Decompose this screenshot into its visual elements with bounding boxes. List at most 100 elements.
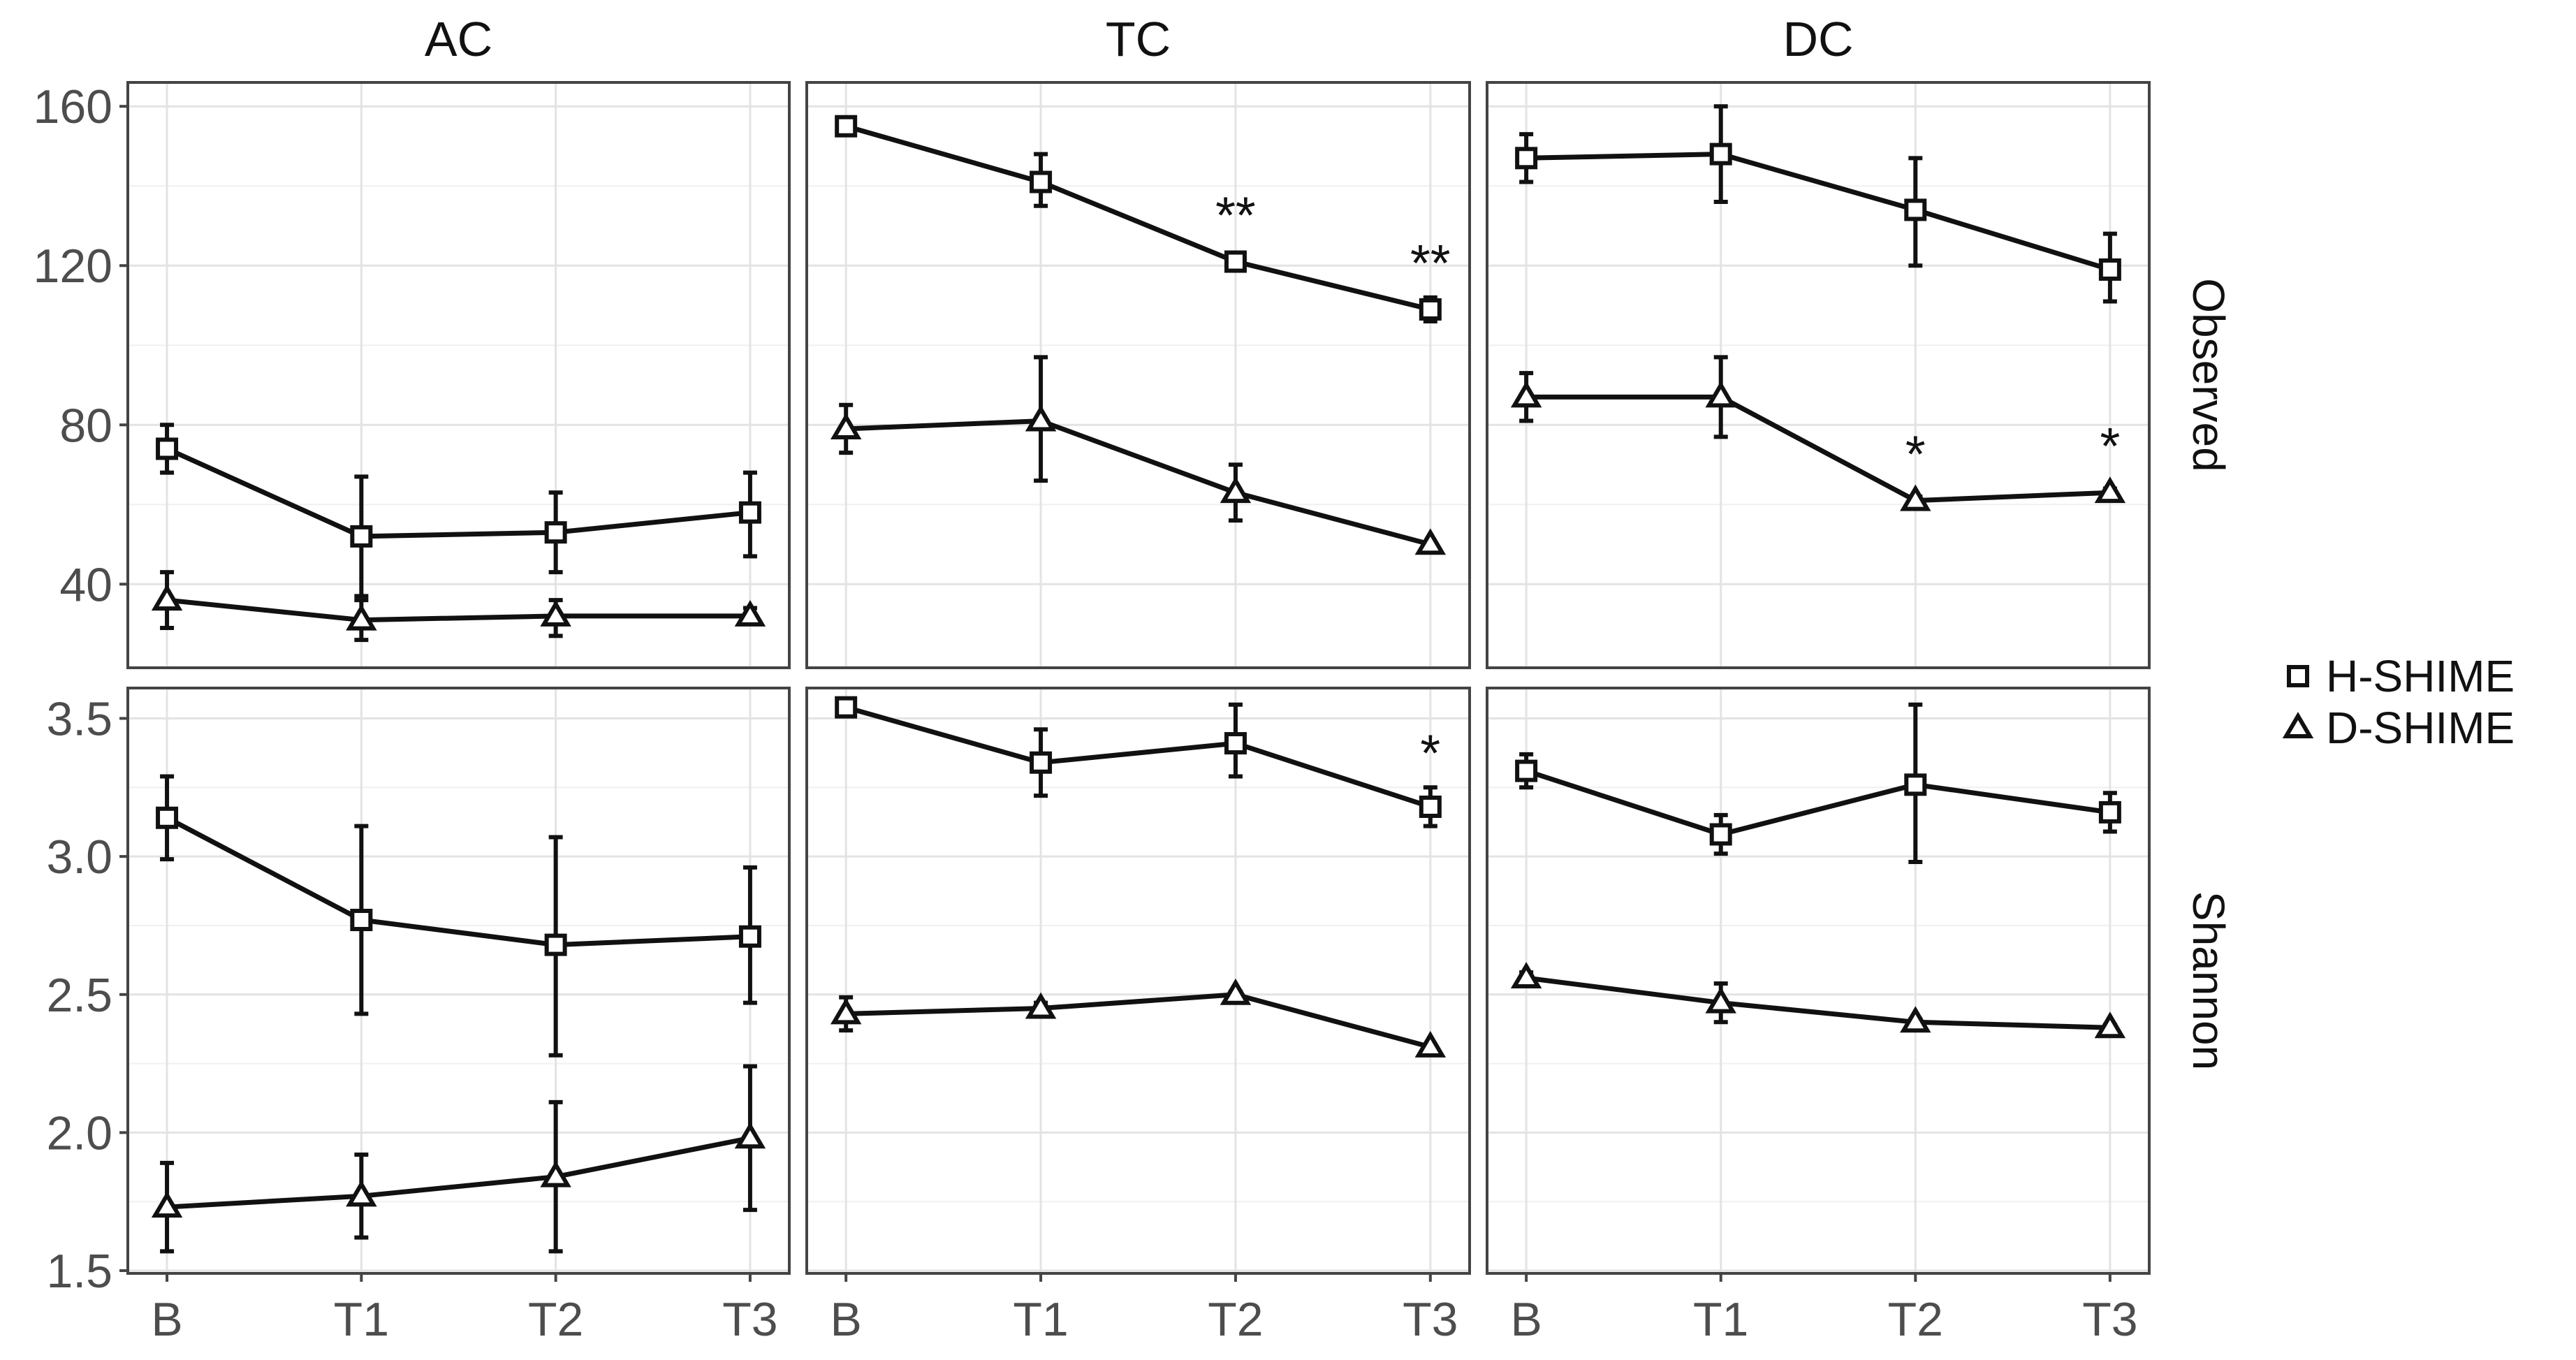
series-line-d-shime (1526, 394, 2111, 504)
data-point-d-shime (1705, 381, 1736, 408)
data-point-h-shime (1904, 773, 1927, 796)
data-point-d-shime (830, 413, 862, 439)
legend-marker-d-shime (2282, 712, 2314, 738)
x-tick-label: T3 (2082, 1293, 2137, 1346)
data-point-d-shime (1025, 992, 1057, 1019)
series-line-h-shime (845, 705, 1431, 810)
x-tick-label: T2 (528, 1293, 583, 1346)
data-point-h-shime (2098, 800, 2121, 824)
data-point-d-shime (346, 604, 377, 631)
data-point-d-shime (2094, 476, 2126, 504)
data-point-d-shime (1900, 484, 1931, 511)
data-point-h-shime (156, 437, 179, 460)
x-tick-label: T1 (1013, 1293, 1068, 1346)
data-point-h-shime (1709, 823, 1732, 846)
data-point-d-shime (1705, 986, 1736, 1014)
legend-label-d-shime: D-SHIME (2326, 703, 2515, 753)
facet-title-ac: AC (425, 12, 492, 66)
y-tick-label: 1.5 (46, 1245, 112, 1298)
significance-annotation: ** (1410, 234, 1451, 292)
y-tick-label: 3.0 (46, 831, 112, 884)
data-point-h-shime (1904, 198, 1927, 221)
panel-background (1487, 688, 2149, 1273)
x-tick-label: T1 (1693, 1293, 1748, 1346)
data-point-d-shime (830, 997, 862, 1025)
series-line-h-shime (166, 815, 751, 948)
series-line-d-shime (846, 992, 1431, 1050)
y-tick-label: 3.5 (46, 692, 112, 745)
data-point-h-shime (1030, 170, 1053, 193)
series-line-h-shime (1526, 152, 2111, 272)
facet-title-dc: DC (1783, 12, 1853, 66)
y-tick-label: 2.0 (46, 1106, 112, 1160)
data-point-d-shime (734, 1122, 766, 1149)
data-point-h-shime (544, 933, 567, 956)
data-point-d-shime (1414, 1030, 1447, 1058)
data-point-h-shime (2098, 258, 2121, 281)
data-point-h-shime (1030, 751, 1053, 774)
x-tick-label: B (830, 1293, 862, 1346)
panel-border (126, 81, 791, 669)
significance-annotation: * (1420, 724, 1440, 782)
data-point-d-shime (1220, 476, 1252, 504)
data-point-h-shime (835, 696, 858, 719)
panel-border (805, 81, 1471, 669)
data-point-h-shime (1709, 142, 1732, 166)
data-point-d-shime (151, 1191, 183, 1218)
data-point-h-shime (1419, 298, 1442, 321)
data-point-d-shime (1510, 381, 1542, 408)
data-point-d-shime (2094, 1011, 2126, 1039)
series-line-d-shime (1525, 975, 2110, 1030)
significance-annotation: * (2100, 417, 2120, 475)
series-line-h-shime (1525, 768, 2111, 837)
y-tick-label: 80 (59, 399, 112, 452)
data-point-d-shime (1220, 978, 1252, 1005)
significance-annotation: ** (1215, 187, 1256, 244)
data-point-d-shime (540, 599, 571, 627)
panel-border (126, 687, 791, 1275)
panel-border (1486, 687, 2151, 1275)
data-point-h-shime (738, 501, 761, 524)
x-tick-label: T2 (1888, 1293, 1943, 1346)
panel-background (128, 82, 789, 668)
data-point-h-shime (835, 115, 858, 138)
y-tick-label: 2.5 (46, 969, 112, 1022)
data-point-h-shime (1419, 795, 1442, 818)
data-point-d-shime (540, 1160, 571, 1187)
series-line-h-shime (166, 446, 751, 539)
series-line-d-shime (166, 1135, 751, 1210)
panel-background (1487, 82, 2149, 668)
data-point-h-shime (350, 909, 373, 932)
series-line-d-shime (846, 418, 1431, 547)
data-point-h-shime (1224, 732, 1247, 755)
x-tick-label: T1 (334, 1293, 389, 1346)
significance-annotation: * (1905, 425, 1926, 483)
y-tick-label: 160 (34, 80, 112, 133)
data-point-d-shime (1900, 1006, 1931, 1033)
x-tick-label: B (151, 1293, 182, 1346)
series-line-d-shime (166, 597, 750, 623)
data-point-h-shime (350, 525, 373, 548)
facet-row-title-shannon: Shannon (2183, 891, 2234, 1070)
data-point-h-shime (544, 521, 567, 544)
panel-border (1486, 81, 2151, 669)
data-point-d-shime (346, 1180, 377, 1207)
data-point-d-shime (734, 599, 766, 627)
panel-background (128, 688, 789, 1273)
data-point-d-shime (1414, 528, 1447, 555)
panel-border (805, 687, 1471, 1275)
panel-background (807, 688, 1470, 1273)
data-point-d-shime (1510, 962, 1542, 989)
data-point-h-shime (1515, 759, 1538, 782)
data-point-h-shime (156, 806, 179, 829)
data-point-d-shime (1025, 404, 1057, 432)
y-tick-label: 40 (59, 558, 112, 611)
data-point-h-shime (738, 925, 761, 948)
panel-background (807, 82, 1470, 668)
legend-marker-h-shime (2287, 665, 2309, 687)
facet-title-tc: TC (1106, 12, 1171, 66)
x-tick-label: T2 (1208, 1293, 1263, 1346)
x-tick-label: T3 (722, 1293, 777, 1346)
